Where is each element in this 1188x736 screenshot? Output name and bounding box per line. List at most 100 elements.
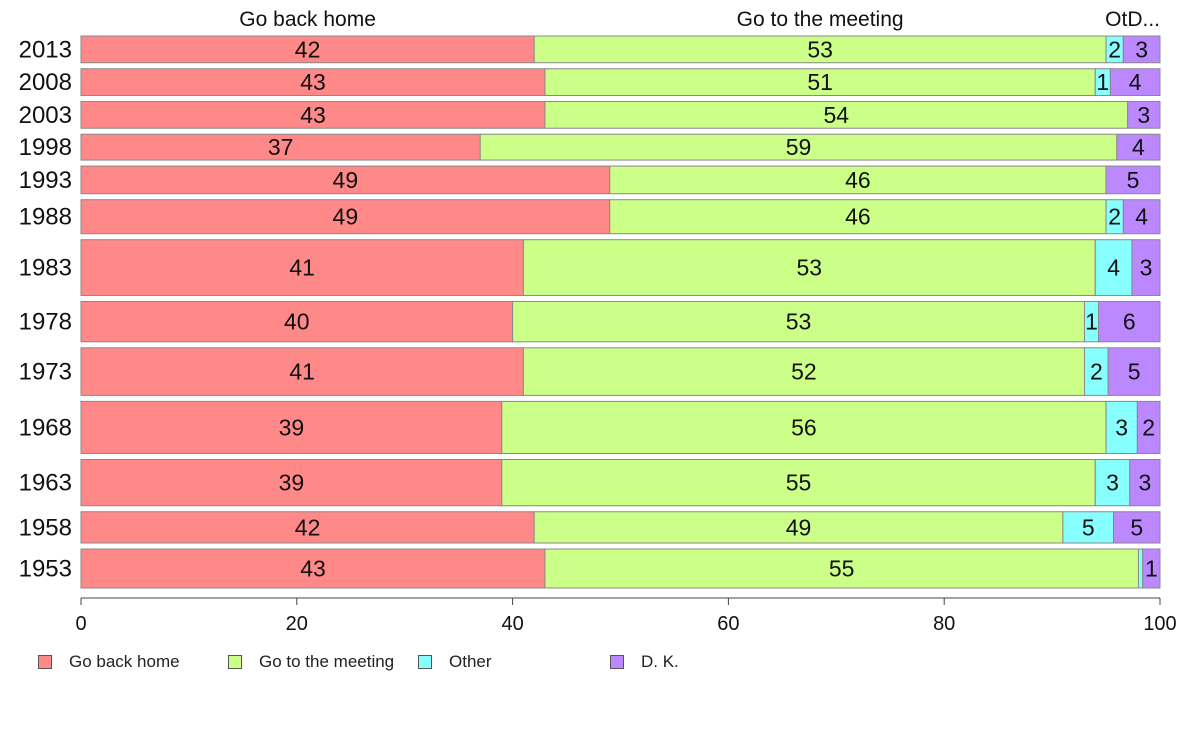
data-label-d-k-1988: 4 (1135, 204, 1148, 230)
data-label-d-k-1953: 1 (1145, 556, 1158, 582)
bar-go-to-the-meeting-1968 (501, 400, 1107, 455)
x-tick-label-40: 40 (501, 613, 523, 635)
legend-swatch-go-back-home (38, 655, 52, 669)
bar-d-k-1998 (1116, 133, 1161, 161)
data-label-go-back-home-2013: 42 (295, 36, 321, 62)
bar-other-1958 (1062, 511, 1115, 544)
row-label-2003: 2003 (19, 102, 72, 129)
bar-go-to-the-meeting-2008 (544, 68, 1096, 96)
data-label-go-back-home-2008: 43 (300, 69, 326, 95)
bar-go-back-home-1983 (80, 239, 524, 296)
x-tick-label-80: 80 (933, 613, 955, 635)
data-label-go-back-home-1973: 41 (289, 359, 315, 385)
data-label-d-k-1998: 4 (1132, 134, 1145, 160)
row-label-1983: 1983 (19, 255, 72, 282)
data-label-go-to-the-meeting-1968: 56 (791, 414, 817, 440)
data-label-go-to-the-meeting-1993: 46 (845, 167, 871, 193)
data-label-go-to-the-meeting-2003: 54 (824, 102, 850, 128)
legend-swatch-dk (610, 655, 624, 669)
bar-d-k-1958 (1113, 511, 1161, 544)
bar-go-to-the-meeting-1988 (609, 199, 1107, 235)
data-label-other-1968: 3 (1115, 414, 1128, 440)
bar-go-back-home-1963 (80, 459, 503, 507)
data-label-go-to-the-meeting-1973: 52 (791, 359, 817, 385)
bar-d-k-1993 (1105, 165, 1161, 195)
legend-item-go-back-home: Go back home (38, 652, 180, 672)
legend-swatch-other (418, 655, 432, 669)
data-label-d-k-1978: 6 (1123, 309, 1136, 335)
bar-other-1983 (1094, 239, 1133, 296)
bar-go-back-home-1998 (80, 133, 481, 161)
row-label-1993: 1993 (19, 167, 72, 194)
data-label-other-1958: 5 (1082, 514, 1095, 540)
bar-other-1953 (1137, 548, 1144, 589)
bar-go-back-home-1993 (80, 165, 611, 195)
bar-d-k-1983 (1131, 239, 1161, 296)
bar-go-back-home-1973 (80, 347, 524, 396)
legend-label-go-to-the-meeting: Go to the meeting (259, 652, 395, 671)
column-header-go-back-home: Go back home (239, 8, 376, 31)
data-label-other-1988: 2 (1108, 204, 1121, 230)
data-label-go-to-the-meeting-1983: 53 (797, 255, 823, 281)
row-label-2013: 2013 (19, 36, 72, 63)
row-label-1978: 1978 (19, 309, 72, 336)
row-label-1973: 1973 (19, 359, 72, 386)
bar-d-k-1978 (1097, 300, 1161, 343)
row-label-1963: 1963 (19, 470, 72, 497)
bar-go-to-the-meeting-1978 (512, 300, 1085, 343)
bar-go-to-the-meeting-1963 (501, 459, 1096, 507)
bar-go-to-the-meeting-1973 (522, 347, 1085, 396)
data-label-d-k-1968: 2 (1142, 414, 1155, 440)
data-label-go-to-the-meeting-1998: 59 (786, 134, 812, 160)
legend-label-other: Other (449, 652, 492, 671)
data-label-go-to-the-meeting-1978: 53 (786, 309, 812, 335)
bar-go-back-home-2008 (80, 68, 546, 96)
data-label-go-back-home-1953: 43 (300, 556, 326, 582)
data-label-go-to-the-meeting-1958: 49 (786, 514, 812, 540)
data-label-d-k-1973: 5 (1128, 359, 1141, 385)
bar-go-back-home-1968 (80, 400, 503, 455)
bar-d-k-1973 (1107, 347, 1161, 396)
row-label-2008: 2008 (19, 69, 72, 96)
data-label-d-k-2003: 3 (1137, 102, 1150, 128)
bar-d-k-1963 (1129, 459, 1161, 507)
bar-d-k-2003 (1127, 100, 1161, 129)
legend-label-dk: D. K. (641, 652, 679, 671)
bar-go-back-home-1953 (80, 548, 546, 589)
data-label-d-k-1993: 5 (1127, 167, 1140, 193)
x-tick-label-0: 0 (75, 613, 86, 635)
row-label-1998: 1998 (19, 134, 72, 161)
data-label-other-1978: 1 (1085, 309, 1098, 335)
data-label-other-2008: 1 (1096, 69, 1109, 95)
legend-item-go-to-the-meeting: Go to the meeting (228, 652, 394, 672)
data-label-go-back-home-1958: 42 (295, 514, 321, 540)
bar-d-k-2013 (1122, 35, 1161, 64)
data-label-go-to-the-meeting-2008: 51 (807, 69, 833, 95)
data-label-go-back-home-2003: 43 (300, 102, 326, 128)
bar-d-k-1968 (1136, 400, 1161, 455)
bar-go-back-home-1978 (80, 300, 514, 343)
bar-go-back-home-1958 (80, 511, 535, 544)
data-label-go-back-home-1968: 39 (279, 414, 305, 440)
data-label-go-back-home-1978: 40 (284, 309, 310, 335)
legend-label-go-back-home: Go back home (69, 652, 180, 671)
data-label-go-to-the-meeting-2013: 53 (807, 36, 833, 62)
data-label-other-1973: 2 (1090, 359, 1103, 385)
bar-d-k-1953 (1142, 548, 1161, 589)
column-header-go-to-the-meeting: Go to the meeting (737, 8, 904, 31)
stacked-bar-chart: Go back home Go to the meeting OtD...2013 4… (19, 8, 1177, 635)
row-label-1953: 1953 (19, 556, 72, 583)
data-label-go-back-home-1988: 49 (333, 204, 359, 230)
bar-go-back-home-2003 (80, 100, 546, 129)
data-label-d-k-2008: 4 (1129, 69, 1142, 95)
bar-go-back-home-2013 (80, 35, 535, 64)
bar-d-k-2008 (1109, 68, 1161, 96)
data-label-go-to-the-meeting-1953: 55 (829, 556, 855, 582)
data-label-go-back-home-1963: 39 (279, 470, 305, 496)
data-label-go-to-the-meeting-1963: 55 (786, 470, 812, 496)
data-label-go-back-home-1998: 37 (268, 134, 294, 160)
bar-go-to-the-meeting-1998 (479, 133, 1118, 161)
legend-item-other: Other (418, 652, 492, 672)
legend-item-dk: D. K. (610, 652, 679, 672)
